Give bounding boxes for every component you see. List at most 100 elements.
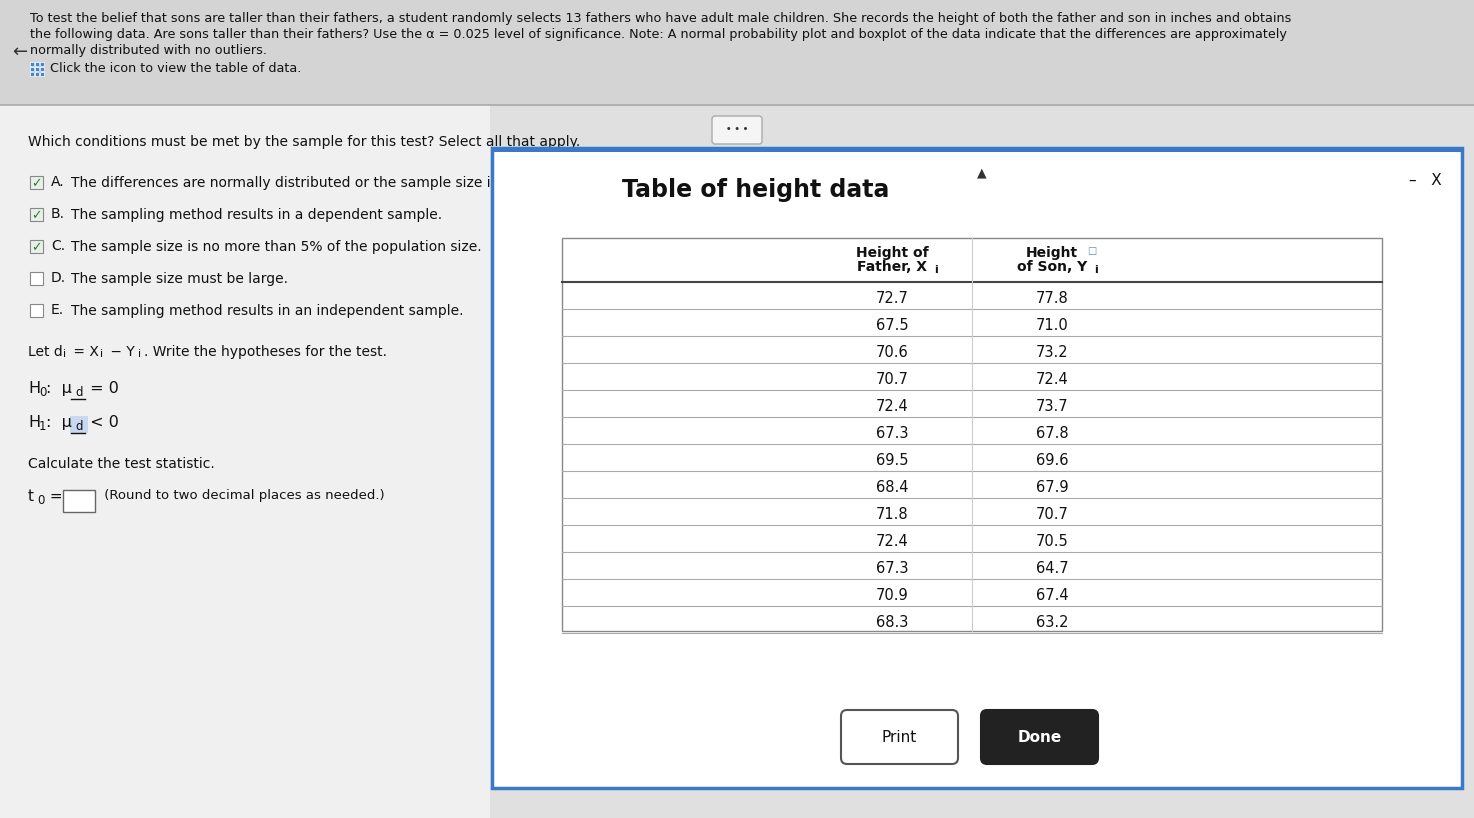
FancyBboxPatch shape xyxy=(29,272,43,285)
Text: ▲: ▲ xyxy=(977,166,986,179)
Text: i: i xyxy=(139,349,142,359)
Bar xyxy=(40,62,44,66)
Bar xyxy=(29,67,34,71)
Bar xyxy=(29,62,34,66)
Text: 67.3: 67.3 xyxy=(876,426,908,441)
Text: Print: Print xyxy=(881,730,917,744)
Text: 67.5: 67.5 xyxy=(876,318,908,333)
Text: 67.3: 67.3 xyxy=(876,561,908,576)
Text: . Write the hypotheses for the test.: . Write the hypotheses for the test. xyxy=(144,345,388,359)
Text: 70.7: 70.7 xyxy=(876,372,908,387)
Text: < 0: < 0 xyxy=(85,415,119,430)
FancyBboxPatch shape xyxy=(712,116,762,144)
Text: Done: Done xyxy=(1017,730,1061,744)
Text: H: H xyxy=(28,415,40,430)
Text: 72.7: 72.7 xyxy=(876,291,908,306)
Text: C.: C. xyxy=(52,240,65,254)
Text: normally distributed with no outliers.: normally distributed with no outliers. xyxy=(29,44,267,57)
Text: 1: 1 xyxy=(38,420,47,433)
Text: 73.2: 73.2 xyxy=(1036,345,1069,360)
Text: the following data. Are sons taller than their fathers? Use the α = 0.025 level : the following data. Are sons taller than… xyxy=(29,28,1287,41)
Text: 70.6: 70.6 xyxy=(876,345,908,360)
Text: Click the icon to view the table of data.: Click the icon to view the table of data… xyxy=(50,62,301,75)
Text: = X: = X xyxy=(69,345,99,359)
Text: t: t xyxy=(28,489,34,504)
Text: ✓: ✓ xyxy=(31,241,41,254)
Bar xyxy=(29,72,34,76)
Text: 70.7: 70.7 xyxy=(1036,507,1069,522)
Text: 68.3: 68.3 xyxy=(876,615,908,630)
Text: 73.7: 73.7 xyxy=(1036,399,1069,414)
Text: 69.6: 69.6 xyxy=(1036,453,1069,468)
Text: The sample size must be large.: The sample size must be large. xyxy=(71,272,287,285)
Text: d: d xyxy=(75,386,83,399)
Text: A.: A. xyxy=(52,176,65,190)
FancyBboxPatch shape xyxy=(982,710,1098,764)
Text: 71.8: 71.8 xyxy=(876,507,908,522)
Bar xyxy=(492,148,1462,788)
Text: 70.9: 70.9 xyxy=(876,588,908,603)
Text: 67.8: 67.8 xyxy=(1036,426,1069,441)
Text: 69.5: 69.5 xyxy=(876,453,908,468)
Text: The sampling method results in a dependent sample.: The sampling method results in a depende… xyxy=(71,208,442,222)
Bar xyxy=(29,68,35,73)
Bar xyxy=(40,72,44,76)
Text: Let d: Let d xyxy=(28,345,63,359)
Text: Table of height data: Table of height data xyxy=(622,178,889,202)
Text: i: i xyxy=(1094,265,1098,275)
Bar xyxy=(35,62,41,67)
Text: The sample size is no more than 5% of the population size.: The sample size is no more than 5% of th… xyxy=(71,240,482,254)
FancyBboxPatch shape xyxy=(29,304,43,317)
Bar xyxy=(0,105,489,818)
Text: − Y: − Y xyxy=(106,345,134,359)
Bar xyxy=(35,67,38,71)
Text: Father, X: Father, X xyxy=(856,260,927,274)
FancyBboxPatch shape xyxy=(842,710,958,764)
Text: D.: D. xyxy=(52,272,66,285)
Text: • • •: • • • xyxy=(725,125,749,134)
Text: The differences are normally distributed or the sample size is large.: The differences are normally distributed… xyxy=(71,176,542,190)
Text: To test the belief that sons are taller than their fathers, a student randomly s: To test the belief that sons are taller … xyxy=(29,12,1291,25)
Text: 67.9: 67.9 xyxy=(1036,480,1069,495)
Text: The sampling method results in an independent sample.: The sampling method results in an indepe… xyxy=(71,303,463,317)
Bar xyxy=(562,238,1383,631)
Text: ✓: ✓ xyxy=(31,209,41,222)
Text: 77.8: 77.8 xyxy=(1036,291,1069,306)
Bar xyxy=(0,0,1474,105)
Bar xyxy=(69,416,88,433)
Text: d: d xyxy=(75,420,83,433)
Text: :  μ: : μ xyxy=(46,415,72,430)
Text: = 0: = 0 xyxy=(85,381,119,396)
Text: i: i xyxy=(935,265,937,275)
Text: H: H xyxy=(28,381,40,396)
Text: –   X: – X xyxy=(1409,173,1442,188)
Text: i: i xyxy=(63,349,66,359)
Text: i: i xyxy=(100,349,103,359)
Bar xyxy=(35,62,38,66)
Text: 72.4: 72.4 xyxy=(876,399,908,414)
FancyBboxPatch shape xyxy=(29,176,43,189)
FancyBboxPatch shape xyxy=(29,240,43,253)
Text: 63.2: 63.2 xyxy=(1036,615,1069,630)
Text: Which conditions must be met by the sample for this test? Select all that apply.: Which conditions must be met by the samp… xyxy=(28,135,581,149)
Text: =: = xyxy=(46,489,68,504)
Text: 68.4: 68.4 xyxy=(876,480,908,495)
Bar xyxy=(35,68,41,73)
Text: 70.5: 70.5 xyxy=(1036,534,1069,549)
Text: Height: Height xyxy=(1026,246,1077,260)
Bar xyxy=(29,62,35,67)
Text: (Round to two decimal places as needed.): (Round to two decimal places as needed.) xyxy=(100,489,385,502)
Text: of Son, Y: of Son, Y xyxy=(1017,260,1088,274)
Text: 72.4: 72.4 xyxy=(1036,372,1069,387)
Text: :  μ: : μ xyxy=(46,381,72,396)
Text: 64.7: 64.7 xyxy=(1036,561,1069,576)
Text: □: □ xyxy=(1086,246,1097,256)
Text: B.: B. xyxy=(52,208,65,222)
Bar xyxy=(492,148,1462,152)
FancyBboxPatch shape xyxy=(63,490,94,512)
Text: E.: E. xyxy=(52,303,65,317)
FancyBboxPatch shape xyxy=(29,208,43,221)
Text: 0: 0 xyxy=(37,494,44,507)
Text: Calculate the test statistic.: Calculate the test statistic. xyxy=(28,457,215,471)
Text: ←: ← xyxy=(12,43,27,61)
